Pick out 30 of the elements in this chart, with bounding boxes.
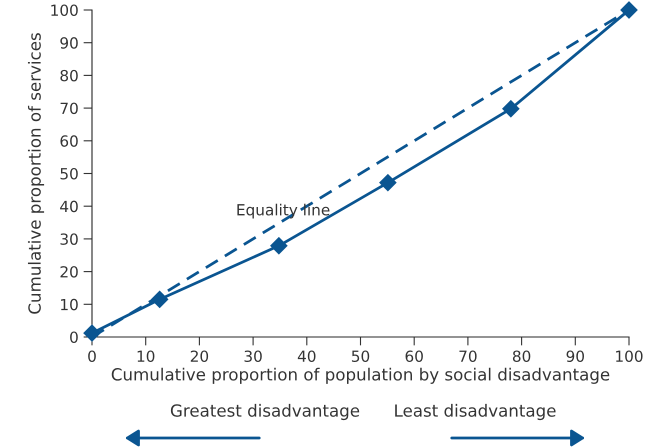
y-tick-label: 60 bbox=[60, 135, 78, 147]
y-tick-label: 10 bbox=[61, 298, 78, 310]
x-tick-label: 20 bbox=[190, 350, 208, 362]
y-tick-label: 30 bbox=[60, 233, 78, 245]
point bbox=[379, 174, 396, 192]
x-tick-label: 100 bbox=[616, 350, 643, 362]
x-tick-label: 70 bbox=[459, 350, 477, 362]
x-tick-label: 10 bbox=[138, 350, 154, 362]
y-tick-label: 20 bbox=[60, 266, 78, 278]
point bbox=[502, 100, 520, 118]
x-tick-label: 80 bbox=[512, 350, 530, 362]
y-tick-label: 50 bbox=[60, 168, 78, 180]
y-tick-label: 70 bbox=[60, 102, 78, 114]
text: Least disadvantage bbox=[395, 404, 556, 420]
x-tick-label: 60 bbox=[406, 350, 423, 362]
y-tick-label: 100 bbox=[51, 4, 78, 16]
y-tick-label: 90 bbox=[60, 37, 78, 49]
y-tick-label: 40 bbox=[60, 200, 78, 212]
y-tick-label: 80 bbox=[60, 70, 78, 82]
x-tick-label: 40 bbox=[298, 350, 316, 362]
point bbox=[270, 237, 288, 254]
x-axis-title: Cumulative proportion of population by social disadvantage bbox=[112, 368, 610, 384]
x-tick-label: 0 bbox=[88, 350, 96, 362]
y-tick-label: 0 bbox=[70, 331, 78, 344]
y-axis-title: Cumulative proportion of services bbox=[28, 33, 44, 314]
x-tick-label: 30 bbox=[244, 350, 262, 362]
text: Greatest disadvantage bbox=[170, 404, 360, 420]
annotation: Equality line bbox=[237, 204, 330, 218]
x-tick-label: 90 bbox=[566, 350, 584, 362]
x-tick-label: 50 bbox=[352, 350, 370, 362]
